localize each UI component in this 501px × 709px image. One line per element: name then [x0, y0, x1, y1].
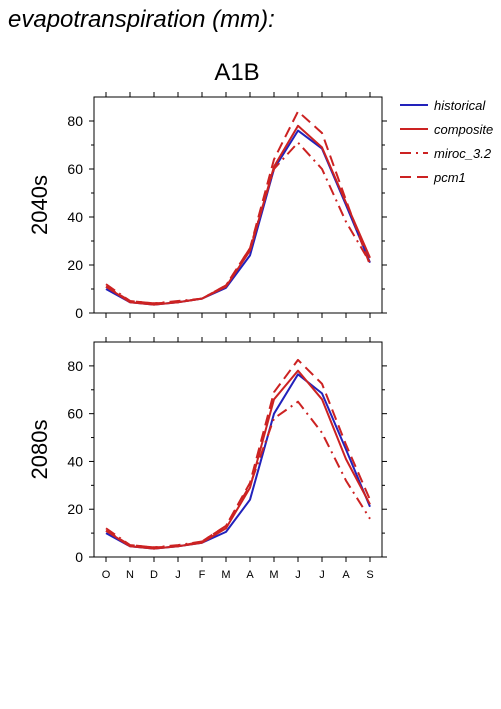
x-tick-label: D	[150, 569, 158, 581]
figure-title: evapotranspiration (mm):	[8, 6, 275, 33]
legend-label: miroc_3.2	[434, 146, 492, 161]
legend: historical composite miroc_3.2 pcm1	[400, 98, 493, 185]
plot-frame	[93, 96, 383, 314]
panel-label: 2040s	[27, 175, 52, 235]
panel-2080s: 0 20 40 60 80 O N D J F M A M J J A S 2080s	[27, 337, 387, 581]
y-tick-label: 20	[67, 257, 83, 273]
x-tick-label: S	[366, 569, 373, 581]
panel-label: 2080s	[27, 420, 52, 480]
y-tick-label: 60	[67, 161, 83, 177]
y-tick-label: 0	[75, 305, 83, 321]
x-tick-label: M	[221, 569, 230, 581]
chart-panels: 0 20 40 60 80 2040s 0 20 40 60 80 O N D J F M A M J J A S 2080s	[27, 92, 387, 581]
y-tick-label: 60	[67, 406, 83, 422]
legend-label: historical	[434, 98, 486, 113]
legend-item: composite	[400, 122, 493, 137]
y-tick-label: 80	[67, 113, 83, 129]
x-tick-label: O	[102, 569, 111, 581]
series-line-miroc_3.2	[105, 141, 371, 305]
plot-frame	[93, 341, 383, 558]
panel-2040s: 0 20 40 60 80 2040s	[27, 92, 387, 321]
legend-label: pcm1	[433, 170, 466, 185]
series-line-composite	[105, 369, 371, 550]
y-tick-label: 40	[67, 209, 83, 225]
legend-item: historical	[400, 98, 486, 113]
series-line-composite	[105, 124, 371, 306]
x-tick-label: A	[246, 569, 254, 581]
y-tick-label: 20	[67, 501, 83, 517]
series-line-pcm1	[105, 358, 371, 549]
y-tick-label: 0	[75, 549, 83, 565]
x-tick-label: A	[342, 569, 350, 581]
y-tick-label: 80	[67, 358, 83, 374]
x-tick-label: M	[269, 569, 278, 581]
scenario-title: A1B	[214, 59, 259, 86]
legend-item: pcm1	[400, 170, 466, 185]
x-tick-label: J	[319, 569, 325, 581]
x-tick-label: F	[199, 569, 206, 581]
y-tick-label: 40	[67, 453, 83, 469]
x-tick-label: J	[295, 569, 301, 581]
x-tick-label: J	[175, 569, 181, 581]
series-line-pcm1	[105, 110, 371, 305]
series-line-historical	[105, 373, 371, 550]
x-tick-label: N	[126, 569, 134, 581]
series-line-miroc_3.2	[105, 400, 371, 549]
legend-item: miroc_3.2	[400, 146, 492, 161]
legend-label: composite	[434, 122, 493, 137]
